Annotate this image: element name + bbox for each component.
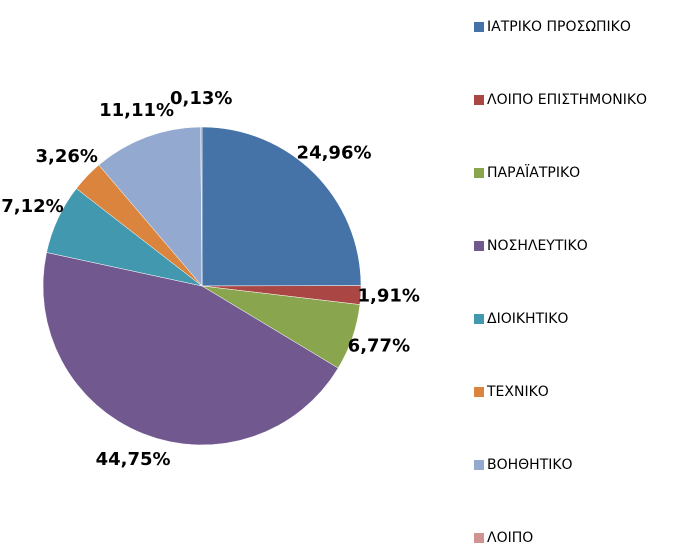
- legend-label: ΠΑΡΑΪΑΤΡΙΚΟ: [487, 163, 580, 181]
- data-label: 11,11%: [99, 100, 174, 121]
- legend-label: ΛΟΙΠΟ ΕΠΙΣΤΗΜΟΝΙΚΟ: [487, 92, 647, 108]
- data-label: 3,26%: [36, 146, 98, 167]
- data-label: 0,13%: [170, 88, 232, 109]
- data-label: 7,12%: [1, 196, 63, 217]
- legend-label: ΛΟΙΠΟ: [487, 530, 533, 544]
- legend-swatch: [474, 22, 484, 32]
- pie-slice: [201, 126, 362, 287]
- legend-label: ΤΕΧΝΙΚΟ: [486, 384, 549, 400]
- pie-slice: [98, 126, 203, 287]
- data-label: 6,77%: [348, 336, 410, 357]
- pie-slice: [200, 126, 203, 287]
- legend-swatch: [474, 168, 484, 178]
- legend-label: ΝΟΣΗΛΕΥΤΙΚΟ: [487, 238, 588, 254]
- legend-swatch: [474, 241, 484, 251]
- data-label: 44,75%: [96, 449, 171, 470]
- data-label: 1,91%: [357, 286, 419, 307]
- legend-swatch: [474, 533, 484, 543]
- legend-swatch: [474, 95, 484, 105]
- legend-label: ΒΟΗΘΗΤΙΚΟ: [487, 457, 573, 473]
- legend-label: ΔΙΟΙΚΗΤΙΚΟ: [487, 311, 568, 327]
- legend-label: ΙΑΤΡΙΚΟ ΠΡΟΣΩΠΙΚΟ: [487, 19, 631, 35]
- legend-swatch: [474, 387, 484, 397]
- data-label: 24,96%: [297, 143, 372, 164]
- legend-swatch: [474, 460, 484, 470]
- legend-swatch: [474, 314, 484, 324]
- pie-slice: [42, 252, 339, 446]
